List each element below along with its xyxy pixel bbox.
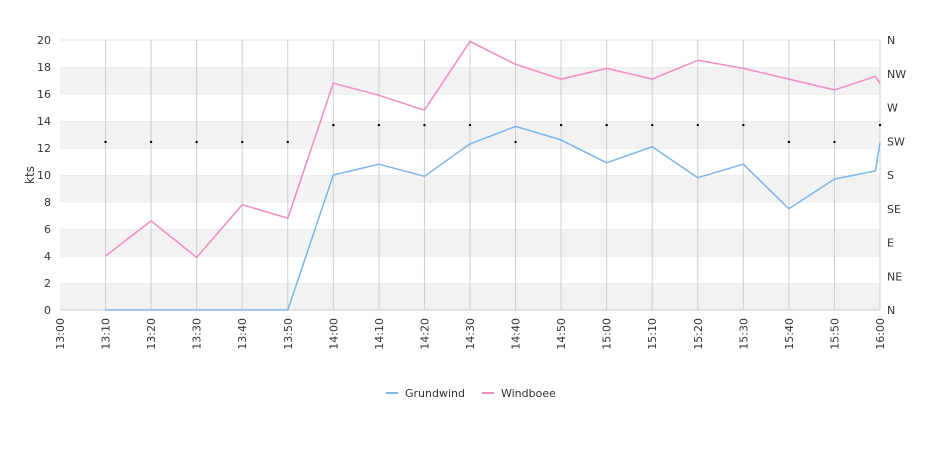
y-tick-label: 18 — [37, 61, 51, 74]
secondary-tick-label: SE — [887, 203, 901, 216]
direction-marker — [833, 140, 836, 144]
y-tick-label: 12 — [37, 142, 51, 155]
x-tick-label: 15:00 — [601, 318, 614, 350]
secondary-tick-label: E — [887, 237, 894, 250]
x-tick-label: 15:40 — [783, 318, 796, 350]
y-tick-label: 20 — [37, 34, 51, 47]
x-tick-label: 16:00 — [874, 318, 887, 350]
secondary-tick-label: N — [887, 34, 895, 47]
secondary-tick-label: NE — [887, 270, 902, 283]
series-line-2 — [105, 40, 881, 259]
y-tick-label: 14 — [37, 115, 51, 128]
x-tick-label: 14:30 — [464, 318, 477, 350]
y-tick-label: 16 — [37, 88, 51, 101]
direction-marker — [651, 123, 654, 127]
y-tick-label: 2 — [44, 277, 51, 290]
direction-marker — [377, 123, 381, 127]
direction-marker — [149, 140, 153, 144]
x-tick-label: 13:00 — [54, 318, 67, 350]
series-lines — [105, 40, 881, 311]
legend-label-2: Windboee — [501, 387, 556, 400]
x-axis-labels: 13:00 13:10 13:20 13:30 13:40 13:50 14:00 14:10… — [54, 318, 887, 350]
direction-marker — [605, 123, 608, 127]
direction-marker — [332, 123, 335, 127]
secondary-tick-label: W — [887, 102, 898, 115]
direction-marker — [241, 140, 244, 144]
x-tick-label: 14:00 — [327, 318, 340, 350]
direction-marker — [286, 140, 289, 144]
x-tick-label: 13:20 — [145, 318, 158, 350]
x-tick-label: 14:50 — [555, 318, 568, 350]
secondary-axis-labels: N NE E SE S SW W NW N — [887, 34, 906, 317]
y-tick-label: 10 — [37, 169, 51, 182]
series-line-1 — [105, 125, 881, 311]
legend-label-1: Grundwind — [405, 387, 465, 400]
y-tick-label: 8 — [44, 196, 51, 209]
y-tick-label: 0 — [44, 304, 51, 317]
direction-markers — [104, 123, 882, 144]
secondary-tick-label: NW — [887, 68, 906, 81]
x-tick-label: 13:50 — [282, 318, 295, 350]
direction-marker — [514, 140, 517, 144]
direction-marker — [468, 123, 472, 127]
direction-marker — [195, 140, 198, 144]
direction-marker — [104, 140, 107, 144]
direction-marker — [696, 123, 699, 127]
direction-marker — [559, 123, 563, 127]
x-tick-label: 15:30 — [737, 318, 750, 350]
y-axis-labels: 0 2 4 6 8 10 12 14 16 18 20 — [37, 34, 51, 317]
y-axis-title: kts — [23, 166, 37, 184]
vertical-gridlines — [105, 40, 881, 310]
direction-marker — [423, 123, 426, 127]
x-tick-label: 15:10 — [646, 318, 659, 350]
direction-marker — [742, 123, 745, 127]
secondary-tick-label: N — [887, 304, 895, 317]
x-tick-label: 14:20 — [418, 318, 431, 350]
direction-marker — [878, 123, 882, 127]
x-tick-label: 14:40 — [510, 318, 523, 350]
x-tick-label: 15:20 — [692, 318, 705, 350]
direction-marker — [787, 140, 791, 144]
x-tick-label: 13:30 — [191, 318, 204, 350]
x-tick-label: 13:10 — [100, 318, 113, 350]
secondary-tick-label: SW — [887, 135, 905, 148]
y-tick-label: 4 — [44, 250, 51, 263]
x-tick-label: 14:10 — [373, 318, 386, 350]
legend: Grundwind Windboee — [386, 387, 556, 400]
x-tick-label: 13:40 — [236, 318, 249, 350]
secondary-tick-label: S — [887, 169, 894, 182]
x-tick-label: 15:50 — [828, 318, 841, 350]
y-tick-label: 6 — [44, 223, 51, 236]
